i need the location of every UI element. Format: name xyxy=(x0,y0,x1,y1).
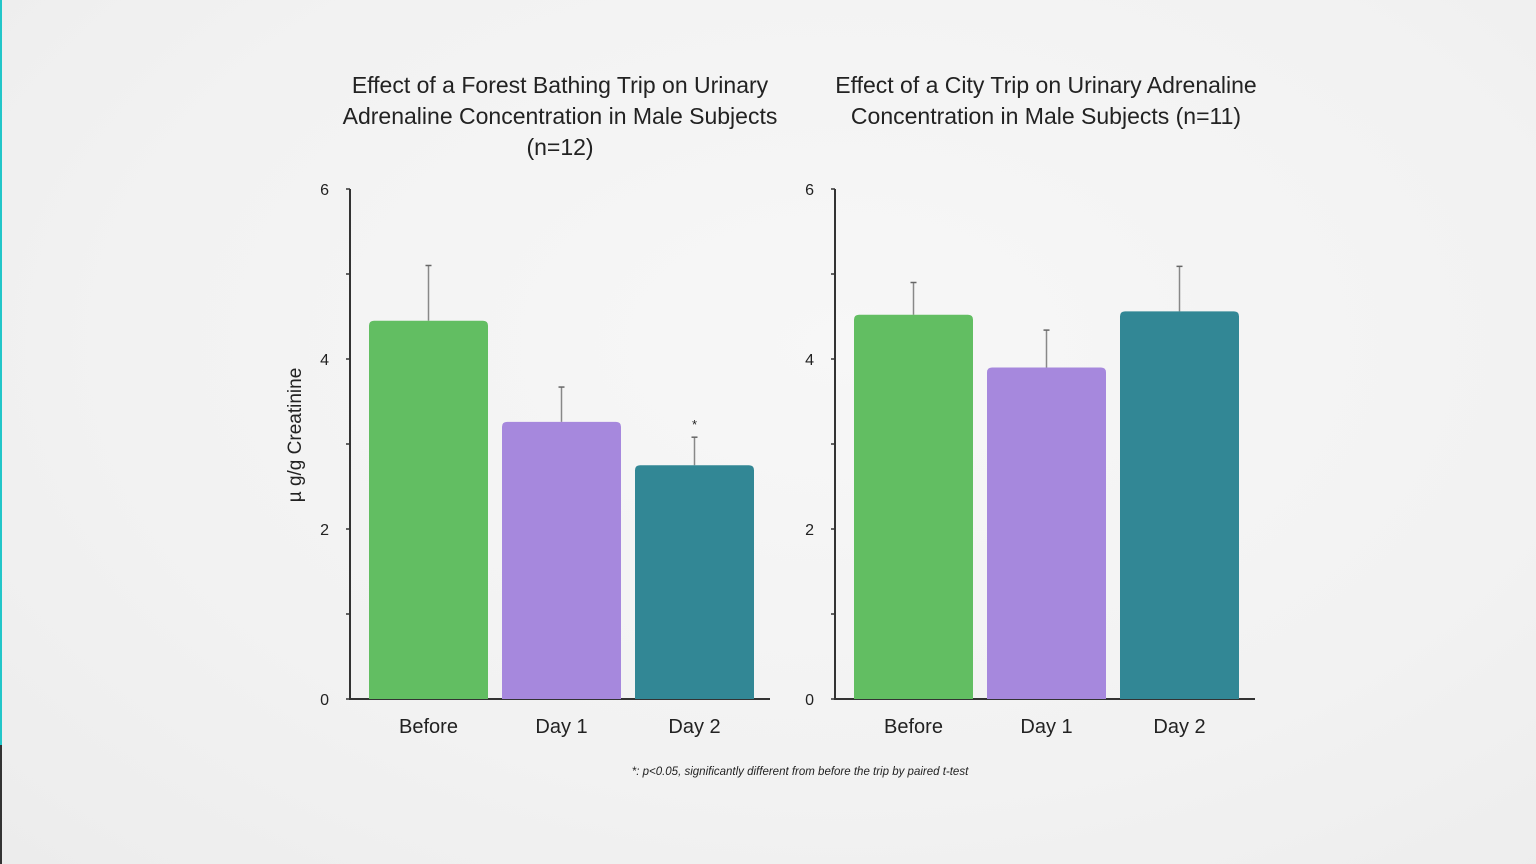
y-tick-label: 4 xyxy=(805,352,814,369)
x-tick-label: Day 1 xyxy=(535,716,587,738)
y-tick-label: 0 xyxy=(805,692,814,709)
bar-day-2 xyxy=(635,465,754,699)
bar-day-2 xyxy=(1120,311,1239,699)
chart-title-forest: Effect of a Forest Bathing Trip on Urina… xyxy=(342,72,778,160)
bar-before xyxy=(369,320,488,699)
y-tick-label: 2 xyxy=(805,522,814,539)
footnote: *: p<0.05, significantly different from … xyxy=(631,766,969,778)
x-tick-label: Before xyxy=(884,716,943,738)
x-tick-label: Day 1 xyxy=(1020,716,1072,738)
bar-day-1 xyxy=(502,421,621,699)
y-tick-label: 4 xyxy=(320,352,329,369)
significance-marker: * xyxy=(692,417,697,432)
y-tick-label: 6 xyxy=(320,182,329,199)
y-tick-label: 2 xyxy=(320,522,329,539)
x-tick-label: Before xyxy=(399,716,458,738)
window-edge-dark xyxy=(0,745,2,864)
x-tick-label: Day 2 xyxy=(1153,716,1205,738)
chart-title-city: Effect of a City Trip on Urinary Adrenal… xyxy=(835,72,1257,129)
y-tick-label: 6 xyxy=(805,182,814,199)
bar-day-1 xyxy=(987,367,1106,699)
window-edge xyxy=(0,0,2,745)
x-tick-label: Day 2 xyxy=(668,716,720,738)
y-tick-label: 0 xyxy=(320,692,329,709)
bar-before xyxy=(854,314,973,699)
